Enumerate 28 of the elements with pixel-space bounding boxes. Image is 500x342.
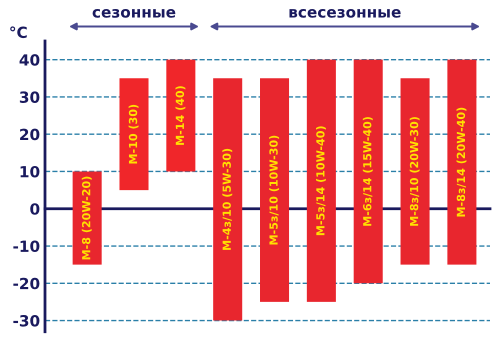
x-tick-label: М-8з/10 (20W-30) (410, 117, 420, 226)
x-tick-label: М-6з/14 (15W-40) (362, 117, 373, 226)
x-tick-label: М-10 (30) (128, 104, 139, 164)
y-tick-label: 30 (20, 91, 40, 103)
x-tick-label: М-4з/10 (5W-30) (222, 148, 232, 250)
bar (119, 78, 149, 190)
y-tick-label: 10 (20, 166, 40, 178)
x-tick-label: М-14 (40) (175, 86, 186, 145)
y-tick-label: -10 (13, 240, 40, 252)
bar (354, 60, 383, 284)
x-tick-label: М-5з/10 (10W-30) (269, 136, 280, 244)
x-tick-label: М-8з/14 (20W-40) (456, 108, 466, 216)
y-axis-title: °C (10, 26, 27, 38)
text: всесезонные (289, 8, 401, 18)
y-tick-label: 40 (20, 54, 40, 66)
x-tick-label: М-8 (20W-20) (82, 176, 92, 260)
text: сезонные (92, 8, 176, 18)
y-tick-label: 20 (20, 128, 40, 140)
bar (400, 78, 430, 265)
x-tick-label: М-5з/14 (10W-40) (316, 126, 326, 236)
bar (447, 60, 476, 265)
bar (306, 60, 336, 302)
y-tick-label: -30 (13, 315, 40, 327)
bar (260, 78, 290, 302)
bar (213, 78, 242, 321)
y-tick-label: 0 (30, 203, 40, 215)
y-tick-label: -20 (13, 278, 40, 290)
bar (166, 60, 196, 172)
